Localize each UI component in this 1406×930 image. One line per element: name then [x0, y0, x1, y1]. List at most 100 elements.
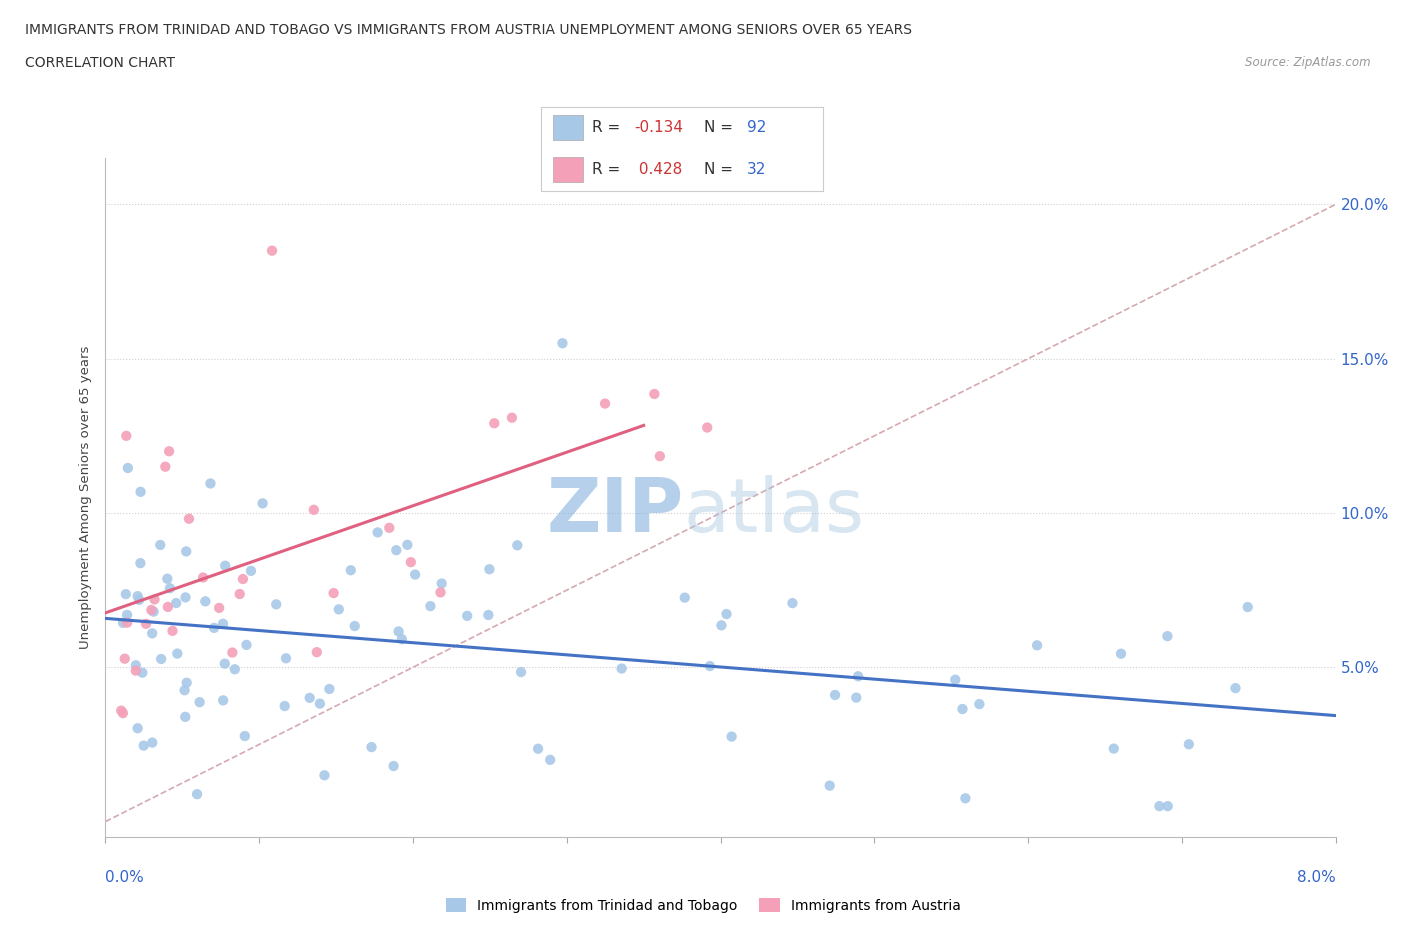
Point — [308, 697, 330, 711]
Point — [456, 608, 478, 623]
Point — [382, 759, 405, 774]
Point — [214, 558, 236, 573]
Point — [1109, 646, 1132, 661]
Point — [224, 662, 246, 677]
Point — [484, 416, 506, 431]
Legend: Immigrants from Trinidad and Tobago, Immigrants from Austria: Immigrants from Trinidad and Tobago, Imm… — [440, 893, 966, 919]
Point — [135, 617, 157, 631]
FancyBboxPatch shape — [553, 115, 583, 140]
Point — [952, 701, 974, 716]
Point — [399, 554, 422, 569]
Point — [149, 538, 172, 552]
Point — [174, 544, 197, 559]
Point — [174, 710, 197, 724]
Point — [396, 538, 419, 552]
Point — [125, 663, 148, 678]
Text: 0.428: 0.428 — [634, 162, 682, 178]
Point — [141, 603, 163, 618]
Point — [174, 590, 197, 604]
Point — [233, 728, 256, 743]
Point — [115, 429, 138, 444]
Point — [501, 410, 523, 425]
Point — [159, 581, 181, 596]
Point — [115, 616, 138, 631]
Point — [157, 444, 180, 458]
Point — [716, 606, 738, 621]
Point — [127, 589, 149, 604]
Point — [202, 620, 225, 635]
Point — [385, 543, 408, 558]
Point — [318, 682, 340, 697]
Point — [235, 637, 257, 652]
Point — [162, 623, 184, 638]
Point — [699, 658, 721, 673]
Point — [221, 645, 243, 660]
Text: 92: 92 — [747, 120, 766, 136]
Point — [188, 695, 211, 710]
Point — [610, 661, 633, 676]
Point — [818, 778, 841, 793]
Point — [173, 683, 195, 698]
Text: 0.0%: 0.0% — [105, 870, 145, 884]
Point — [150, 652, 173, 667]
Point — [155, 459, 177, 474]
Point — [527, 741, 550, 756]
Point — [845, 690, 868, 705]
Point — [156, 600, 179, 615]
Point — [127, 721, 149, 736]
Point — [176, 675, 198, 690]
Point — [419, 599, 441, 614]
Point — [129, 556, 152, 571]
Point — [298, 690, 321, 705]
Point — [510, 665, 533, 680]
Text: IMMIGRANTS FROM TRINIDAD AND TOBAGO VS IMMIGRANTS FROM AUSTRIA UNEMPLOYMENT AMON: IMMIGRANTS FROM TRINIDAD AND TOBAGO VS I… — [25, 23, 912, 37]
Point — [846, 669, 869, 684]
Point — [212, 617, 235, 631]
Text: N =: N = — [704, 120, 738, 136]
Point — [429, 585, 451, 600]
Point — [191, 570, 214, 585]
Point — [551, 336, 574, 351]
Point — [1157, 799, 1180, 814]
Point — [112, 616, 135, 631]
Point — [200, 476, 222, 491]
Point — [143, 591, 166, 606]
Point — [404, 567, 426, 582]
Point — [114, 587, 136, 602]
Point — [339, 563, 361, 578]
Point — [378, 521, 401, 536]
Text: CORRELATION CHART: CORRELATION CHART — [25, 56, 176, 70]
Point — [232, 572, 254, 587]
Point — [111, 706, 134, 721]
Point — [132, 738, 155, 753]
Point — [252, 496, 274, 511]
Point — [720, 729, 742, 744]
Point — [264, 597, 287, 612]
Point — [1225, 681, 1247, 696]
Point — [314, 768, 336, 783]
Point — [273, 698, 295, 713]
Point — [322, 586, 344, 601]
Point — [367, 525, 389, 539]
Point — [387, 624, 409, 639]
Point — [131, 665, 153, 680]
Point — [696, 420, 718, 435]
Point — [117, 460, 139, 475]
Point — [673, 591, 696, 605]
Point — [212, 693, 235, 708]
Text: 32: 32 — [747, 162, 766, 178]
Point — [943, 672, 966, 687]
Point — [328, 602, 350, 617]
Point — [710, 618, 733, 632]
Point — [141, 626, 163, 641]
Text: atlas: atlas — [683, 474, 865, 548]
Point — [228, 587, 250, 602]
Point — [115, 607, 138, 622]
Point — [240, 564, 263, 578]
Y-axis label: Unemployment Among Seniors over 65 years: Unemployment Among Seniors over 65 years — [79, 346, 93, 649]
Point — [156, 571, 179, 586]
Text: -0.134: -0.134 — [634, 120, 683, 136]
Point — [142, 604, 165, 619]
Text: R =: R = — [592, 120, 626, 136]
Point — [506, 538, 529, 552]
